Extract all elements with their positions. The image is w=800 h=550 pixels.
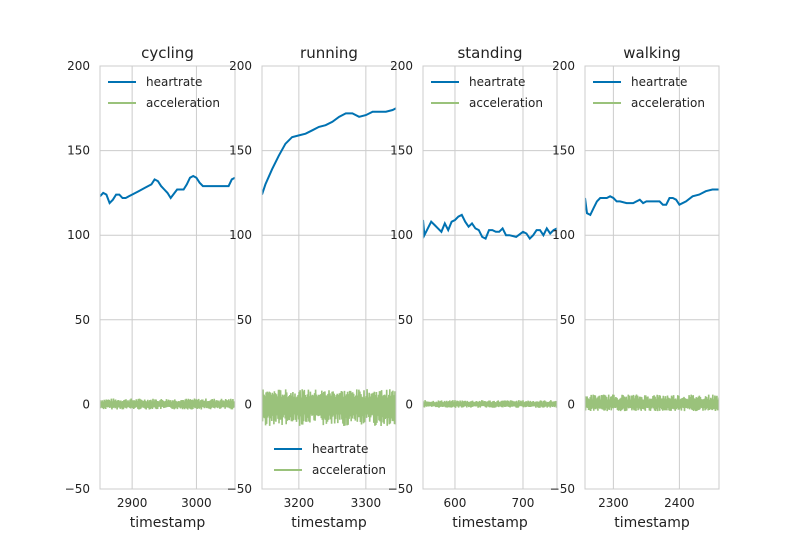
series-line-acceleration — [262, 389, 396, 427]
y-tick-label: −50 — [388, 482, 413, 496]
chart-title: walking — [623, 44, 681, 62]
y-tick-label: 200 — [390, 59, 413, 73]
subplot-standing: −50 0 50 100 150 200 600 700 standing timestamp he… — [388, 44, 558, 531]
x-axis-label: timestamp — [130, 515, 206, 531]
x-tick-label: 600 — [444, 496, 467, 510]
axes-frame — [422, 65, 558, 490]
legend-label-heartrate: heartrate — [146, 75, 202, 89]
axes-frame — [584, 65, 720, 490]
y-tick-label: 50 — [560, 313, 575, 327]
x-axis-label: timestamp — [291, 515, 367, 531]
subplot-cycling: −50 0 50 100 150 200 2900 3000 cycling timestamp h… — [65, 44, 236, 531]
legend-label-acceleration: acceleration — [469, 96, 543, 110]
legend-label-acceleration: acceleration — [631, 96, 705, 110]
x-tick-label: 2900 — [117, 496, 148, 510]
x-tick-label: 2300 — [598, 496, 629, 510]
y-tick-label: 100 — [552, 228, 575, 242]
subplot-walking: −50 0 50 100 150 200 2300 2400 walking timestamp h… — [550, 44, 720, 531]
axes-frame — [99, 65, 236, 490]
subplot-running: −50 0 50 100 150 200 3200 3300 running timestamp h… — [227, 44, 397, 531]
y-tick-label: 150 — [67, 144, 90, 158]
y-tick-label: −50 — [65, 482, 90, 496]
x-tick-label: 700 — [512, 496, 535, 510]
y-tick-label: 150 — [552, 144, 575, 158]
x-tick-label: 3300 — [351, 496, 382, 510]
x-axis-label: timestamp — [614, 515, 690, 531]
y-tick-label: −50 — [550, 482, 575, 496]
y-tick-label: 150 — [390, 144, 413, 158]
legend-label-heartrate: heartrate — [312, 442, 368, 456]
series-line-heartrate — [262, 107, 396, 195]
y-tick-label: 200 — [552, 59, 575, 73]
legend-label-heartrate: heartrate — [631, 75, 687, 89]
y-tick-label: 50 — [237, 313, 252, 327]
y-tick-label: 0 — [405, 397, 413, 411]
plot-area — [262, 107, 396, 427]
y-tick-label: 100 — [67, 228, 90, 242]
y-tick-label: 0 — [244, 397, 252, 411]
legend: heartrate acceleration — [431, 75, 543, 110]
y-tick-label: 50 — [398, 313, 413, 327]
chart-title: running — [300, 44, 358, 62]
legend: heartrate acceleration — [108, 75, 220, 110]
plot-area — [585, 188, 719, 412]
y-tick-label: 50 — [75, 313, 90, 327]
x-tick-label: 2400 — [664, 496, 695, 510]
series-line-acceleration — [100, 398, 235, 410]
y-tick-label: 0 — [567, 397, 575, 411]
legend-label-acceleration: acceleration — [146, 96, 220, 110]
y-tick-label: 0 — [82, 397, 90, 411]
x-tick-label: 3200 — [284, 496, 315, 510]
y-tick-label: 100 — [229, 228, 252, 242]
legend-label-heartrate: heartrate — [469, 75, 525, 89]
series-line-acceleration — [585, 394, 719, 412]
y-tick-label: 200 — [229, 59, 252, 73]
chart-title: standing — [457, 44, 522, 62]
chart-title: cycling — [141, 44, 194, 62]
axes-frame — [261, 65, 397, 490]
x-tick-label: 3000 — [181, 496, 212, 510]
y-tick-label: −50 — [227, 482, 252, 496]
legend: heartrate acceleration — [274, 442, 386, 477]
y-tick-label: 200 — [67, 59, 90, 73]
series-line-acceleration — [423, 400, 557, 408]
plot-area — [100, 174, 235, 410]
series-line-heartrate — [423, 213, 557, 241]
x-axis-label: timestamp — [452, 515, 528, 531]
series-line-heartrate — [585, 188, 719, 217]
y-tick-label: 150 — [229, 144, 252, 158]
plot-area — [423, 213, 557, 408]
legend-label-acceleration: acceleration — [312, 463, 386, 477]
series-line-heartrate — [100, 174, 235, 205]
legend: heartrate acceleration — [593, 75, 705, 110]
y-tick-label: 100 — [390, 228, 413, 242]
